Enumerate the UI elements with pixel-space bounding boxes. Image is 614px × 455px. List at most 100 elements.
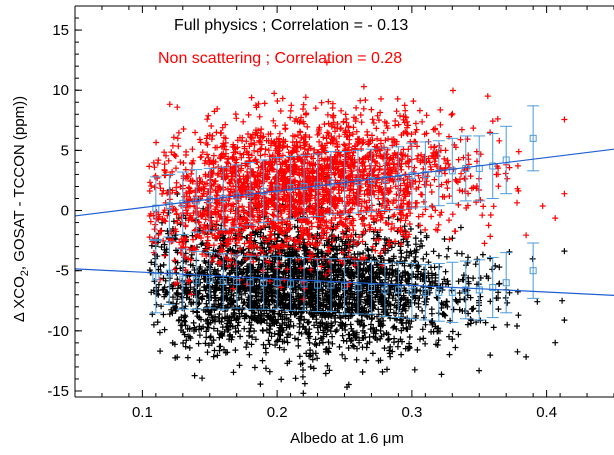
x-axis-title-unit: m [391,430,404,447]
mean-marker [219,278,227,286]
x-tick-label: 0.3 [401,404,422,421]
y-tick-label: 10 [52,82,69,99]
binned-mean-point [459,135,472,202]
y-tick-label: -10 [47,323,69,340]
mean-marker [327,281,335,289]
binned-mean-point [419,141,432,208]
y-tick-label: 15 [52,22,69,39]
y-axis-title-subscript: 2 [19,270,31,276]
binned-mean-point [446,261,459,323]
binned-mean-point [378,147,391,212]
binned-mean-point [378,262,391,317]
binned-mean-point [432,140,445,207]
mean-marker [394,286,402,294]
mean-marker [394,174,402,182]
mean-marker [179,275,187,283]
binned-mean-point [500,252,513,314]
y-tick-label: -15 [47,383,69,400]
mean-marker [300,280,308,288]
mean-marker [152,273,160,281]
binned-mean-point [217,253,230,310]
mean-marker [448,288,456,296]
mean-marker [381,175,389,183]
binned-mean-point [271,157,284,221]
mean-marker [287,184,295,192]
binned-mean-point [230,254,243,309]
mean-marker [273,279,281,287]
binned-mean-point [351,149,364,214]
mean-marker [435,169,443,177]
binned-mean-point [257,255,270,310]
x-tick-label: 0.2 [267,404,288,421]
binned-mean-point [338,258,351,315]
binned-mean-point [217,166,230,231]
binned-mean-point [325,151,338,215]
mean-marker [260,187,268,195]
mean-marker [192,276,200,284]
binned-mean-point [405,262,418,320]
binned-mean-point [325,258,338,313]
mean-marker [475,286,483,294]
binned-mean-point [149,176,162,240]
fit-line-non-scattering [74,148,614,217]
mean-marker [381,286,389,294]
binned-mean-point [163,173,176,238]
mean-marker [341,282,348,290]
binned-mean-point [311,258,324,313]
binned-mean-point [149,240,162,314]
binned-mean-point [271,255,284,310]
binned-mean-point [527,242,540,299]
x-tick-label: 0.4 [536,404,557,421]
mean-marker [246,279,254,287]
y-axis-title: Δ XCO2, GOSAT - TCCON (ppm)) [11,96,31,322]
binned-mean-point [446,137,459,204]
mean-marker [421,170,429,178]
binned-mean-point [203,252,216,309]
mean-marker [489,162,497,170]
binned-mean-point [298,256,311,311]
binned-mean-point [473,259,486,321]
y-tick-label: 0 [61,203,69,220]
mean-marker [408,172,416,180]
mean-marker [300,182,308,190]
binned-mean-point [459,260,472,320]
x-axis-title-text: Albedo at 1.6 [290,430,383,447]
binned-mean-point [500,125,513,195]
binned-mean-point [365,260,378,315]
legend-non-scattering: Non scattering ; Correlation = 0.28 [158,50,402,67]
mean-marker [233,278,241,286]
y-tick-label: -5 [56,263,69,280]
mean-marker [367,284,375,292]
binned-mean-point [527,105,540,172]
x-tick-label: 0.1 [132,404,153,421]
mean-marker [435,288,443,296]
binned-mean-point [244,255,257,310]
y-axis-title-delta: Δ XCO [11,276,28,322]
mean-marker [462,286,470,294]
mean-marker [273,185,281,193]
mean-marker [529,267,537,275]
binned-mean-point [486,256,499,319]
mean-marker [489,284,497,292]
binned-mean-point [432,262,445,322]
binned-means [149,105,540,323]
binned-mean-point [257,159,270,224]
mean-marker [206,276,214,284]
x-axis-title: Albedo at 1.6 μm [290,430,404,447]
binned-mean-point [176,248,189,310]
binned-mean-point [284,155,297,220]
binned-mean-point [351,260,364,315]
binned-mean-point [486,133,499,199]
mean-marker [408,287,416,295]
fit-lines [74,148,614,296]
mean-marker [354,284,362,292]
legend-full-physics: Full physics ; Correlation = - 0.13 [174,17,408,34]
mean-marker [529,134,537,142]
mean-marker [421,288,429,296]
binned-mean-point [365,148,378,213]
mean-marker [367,176,375,184]
binned-mean-point [473,135,486,202]
binned-mean-point [298,154,311,219]
axes: 0.1 0.2 0.3 0.4 -15 -10 -5 0 5 10 15 [47,5,614,421]
